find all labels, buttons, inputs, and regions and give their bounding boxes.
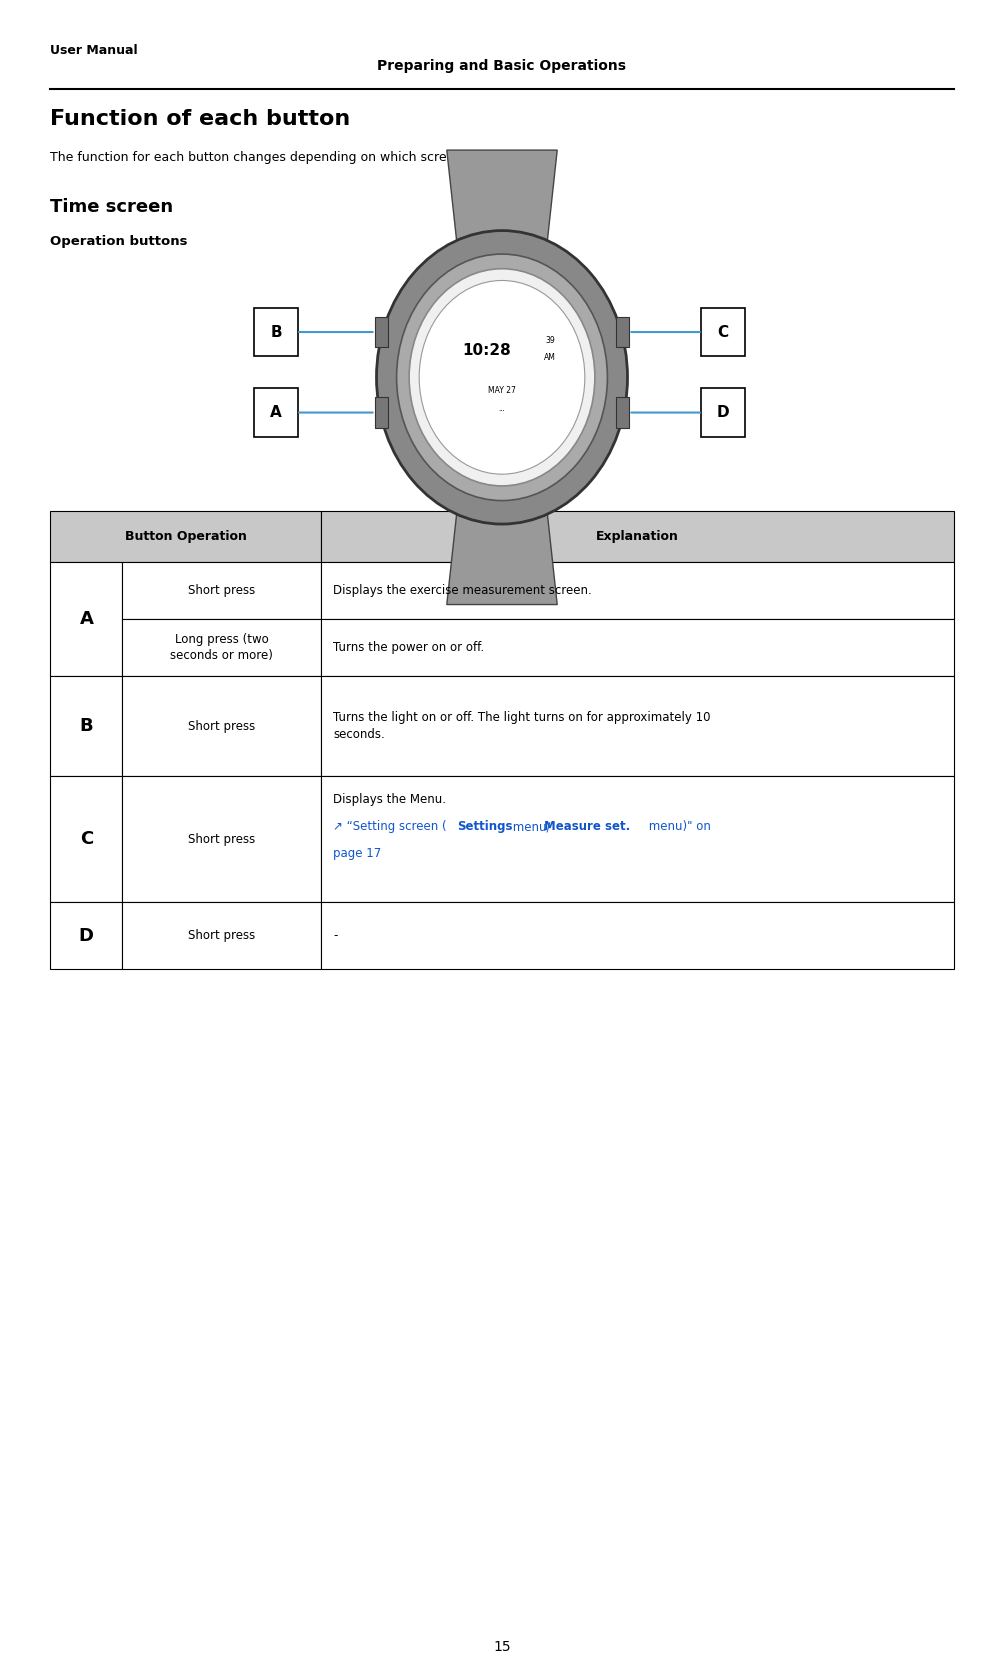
Bar [50, 511, 321, 562]
Text: Explanation: Explanation [596, 530, 678, 543]
Text: A: A [79, 610, 93, 627]
Text: D: D [79, 927, 93, 944]
Text: Short press: Short press [189, 719, 255, 733]
Text: Long press (two
seconds or more): Long press (two seconds or more) [171, 632, 273, 662]
Text: Operation buttons: Operation buttons [50, 235, 188, 248]
Bar [122, 562, 321, 619]
Text: -: - [333, 929, 337, 942]
Text: menu/: menu/ [509, 820, 550, 833]
Bar [50, 676, 122, 776]
Text: Preparing and Basic Operations: Preparing and Basic Operations [377, 59, 626, 72]
Text: menu)" on: menu)" on [644, 820, 710, 833]
Bar [122, 619, 321, 676]
Text: Short press: Short press [189, 584, 255, 597]
Text: Measure set.: Measure set. [544, 820, 630, 833]
Text: Short press: Short press [189, 833, 255, 845]
Text: Displays the Menu.: Displays the Menu. [333, 793, 446, 807]
Bar [616, 397, 628, 428]
Bar [321, 511, 953, 562]
Ellipse shape [396, 253, 607, 501]
Text: ↗ “Setting screen (: ↗ “Setting screen ( [333, 820, 446, 833]
Bar [50, 902, 122, 969]
Bar [122, 902, 321, 969]
Ellipse shape [376, 230, 627, 523]
Text: Settings: Settings [456, 820, 512, 833]
Text: C: C [716, 325, 728, 339]
Text: 10:28: 10:28 [462, 344, 511, 357]
Bar [375, 397, 387, 428]
FancyBboxPatch shape [700, 309, 744, 357]
Bar [50, 562, 122, 676]
Polygon shape [446, 513, 557, 605]
Text: D: D [716, 406, 728, 419]
Text: Time screen: Time screen [50, 198, 174, 216]
Text: C: C [79, 830, 93, 849]
Bar [375, 317, 387, 347]
Text: Button Operation: Button Operation [124, 530, 247, 543]
FancyBboxPatch shape [254, 309, 298, 357]
Text: Function of each button: Function of each button [50, 109, 350, 129]
Text: 15: 15 [492, 1640, 511, 1654]
Text: AM: AM [544, 352, 556, 362]
Text: MAY 27: MAY 27 [487, 386, 516, 396]
Text: 39: 39 [545, 335, 555, 345]
Bar [122, 676, 321, 776]
Bar [321, 676, 953, 776]
Text: The function for each button changes depending on which screen is displayed.: The function for each button changes dep… [50, 151, 545, 164]
Ellipse shape [409, 268, 594, 486]
Text: User Manual: User Manual [50, 44, 137, 57]
Bar [122, 776, 321, 902]
Ellipse shape [419, 280, 584, 475]
Text: Turns the power on or off.: Turns the power on or off. [333, 641, 484, 654]
Bar [616, 317, 628, 347]
Bar [321, 902, 953, 969]
Text: Short press: Short press [189, 929, 255, 942]
Text: page 17: page 17 [333, 847, 381, 860]
Bar [321, 562, 953, 619]
Polygon shape [446, 149, 557, 241]
FancyBboxPatch shape [254, 387, 298, 436]
Text: ···: ··· [498, 408, 505, 414]
Bar [50, 776, 122, 902]
Text: Displays the exercise measurement screen.: Displays the exercise measurement screen… [333, 584, 592, 597]
Text: B: B [270, 325, 282, 339]
Text: A: A [270, 406, 282, 419]
Bar [321, 619, 953, 676]
Text: B: B [79, 718, 93, 735]
Bar [321, 776, 953, 902]
Text: Turns the light on or off. The light turns on for approximately 10
seconds.: Turns the light on or off. The light tur… [333, 711, 710, 741]
FancyBboxPatch shape [700, 387, 744, 436]
